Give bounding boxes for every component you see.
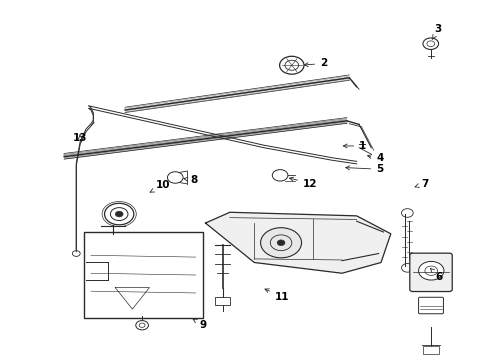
Text: 9: 9 <box>193 319 206 330</box>
Circle shape <box>260 228 301 258</box>
Text: 3: 3 <box>431 24 441 40</box>
Circle shape <box>104 203 134 225</box>
FancyBboxPatch shape <box>214 297 230 305</box>
Circle shape <box>115 211 123 217</box>
Text: 4: 4 <box>367 153 383 163</box>
FancyBboxPatch shape <box>418 297 443 314</box>
Text: 8: 8 <box>183 175 198 185</box>
Text: 2: 2 <box>304 58 326 68</box>
Circle shape <box>277 240 285 246</box>
Circle shape <box>401 264 412 272</box>
Circle shape <box>272 170 287 181</box>
Text: 11: 11 <box>264 289 288 302</box>
FancyBboxPatch shape <box>422 346 438 354</box>
Polygon shape <box>205 212 390 273</box>
Circle shape <box>422 38 438 49</box>
Text: 13: 13 <box>73 133 87 143</box>
Circle shape <box>167 172 183 183</box>
FancyBboxPatch shape <box>83 232 203 318</box>
Text: 10: 10 <box>150 180 170 192</box>
Text: 1: 1 <box>343 141 366 151</box>
Circle shape <box>401 209 412 217</box>
Circle shape <box>279 56 304 74</box>
Text: 6: 6 <box>429 269 442 282</box>
Text: 7: 7 <box>414 179 427 189</box>
Text: 12: 12 <box>289 177 317 189</box>
Circle shape <box>136 320 148 330</box>
Circle shape <box>418 261 443 280</box>
FancyBboxPatch shape <box>409 253 451 292</box>
Text: 5: 5 <box>345 164 383 174</box>
